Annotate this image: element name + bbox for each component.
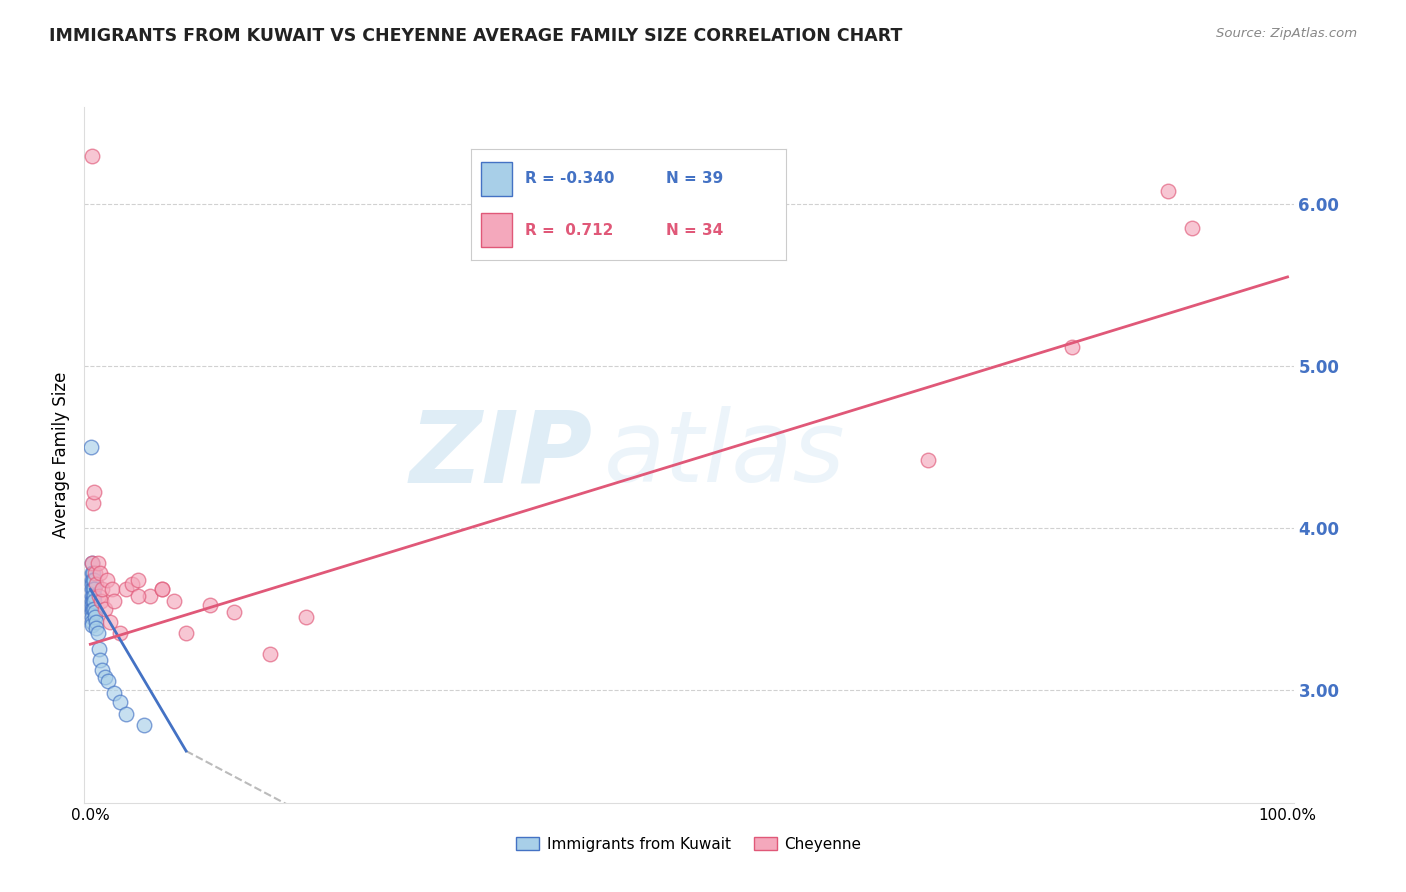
Point	[80, 609, 103, 624]
Point	[222, 605, 245, 619]
Point	[115, 582, 138, 597]
Point	[86, 615, 108, 629]
Point	[82, 593, 104, 607]
Point	[83, 573, 105, 587]
Point	[80, 589, 103, 603]
Point	[80, 440, 103, 454]
Point	[89, 566, 111, 580]
Point	[101, 582, 124, 597]
Point	[86, 626, 108, 640]
Point	[1181, 221, 1204, 235]
Point	[174, 626, 197, 640]
Point	[80, 577, 103, 591]
Point	[80, 573, 103, 587]
Point	[91, 582, 114, 597]
Point	[93, 670, 115, 684]
Point	[96, 573, 118, 587]
Point	[127, 573, 149, 587]
Point	[83, 593, 105, 607]
Point	[110, 696, 132, 710]
Point	[91, 663, 114, 677]
Point	[98, 615, 121, 629]
Text: IMMIGRANTS FROM KUWAIT VS CHEYENNE AVERAGE FAMILY SIZE CORRELATION CHART: IMMIGRANTS FROM KUWAIT VS CHEYENNE AVERA…	[49, 27, 903, 45]
Point	[139, 589, 162, 603]
Text: Source: ZipAtlas.com: Source: ZipAtlas.com	[1216, 27, 1357, 40]
Point	[80, 557, 103, 571]
Text: ZIP: ZIP	[409, 407, 592, 503]
Point	[80, 617, 103, 632]
Point	[80, 593, 103, 607]
Point	[82, 589, 104, 603]
Point	[1060, 339, 1083, 353]
Point	[86, 577, 108, 591]
Point	[80, 605, 103, 619]
Legend: Immigrants from Kuwait, Cheyenne: Immigrants from Kuwait, Cheyenne	[510, 830, 868, 858]
Point	[86, 557, 108, 571]
Point	[86, 621, 108, 635]
Point	[150, 582, 173, 597]
Point	[127, 589, 149, 603]
Point	[1157, 184, 1180, 198]
Point	[84, 605, 107, 619]
Point	[93, 601, 115, 615]
Point	[80, 557, 103, 571]
Point	[103, 593, 125, 607]
Point	[917, 452, 939, 467]
Point	[82, 582, 104, 597]
Point	[83, 485, 105, 500]
Point	[90, 593, 112, 607]
Point	[80, 566, 103, 580]
Y-axis label: Average Family Size: Average Family Size	[52, 372, 70, 538]
Point	[259, 647, 281, 661]
Point	[89, 653, 111, 667]
Point	[87, 589, 110, 603]
Point	[87, 642, 110, 657]
Point	[83, 589, 105, 603]
Point	[295, 609, 318, 624]
Point	[115, 706, 138, 721]
Point	[80, 615, 103, 629]
Point	[84, 609, 107, 624]
Point	[121, 577, 143, 591]
Point	[80, 582, 103, 597]
Point	[82, 601, 104, 615]
Text: atlas: atlas	[605, 407, 846, 503]
Point	[110, 626, 132, 640]
Point	[97, 674, 120, 689]
Point	[103, 686, 125, 700]
Point	[84, 566, 107, 580]
Point	[82, 573, 104, 587]
Point	[83, 582, 105, 597]
Point	[82, 496, 104, 510]
Point	[150, 582, 173, 597]
Point	[134, 718, 156, 732]
Point	[82, 566, 104, 580]
Point	[83, 601, 105, 615]
Point	[80, 599, 103, 613]
Point	[80, 601, 103, 615]
Point	[163, 593, 186, 607]
Point	[198, 599, 221, 613]
Point	[80, 148, 103, 162]
